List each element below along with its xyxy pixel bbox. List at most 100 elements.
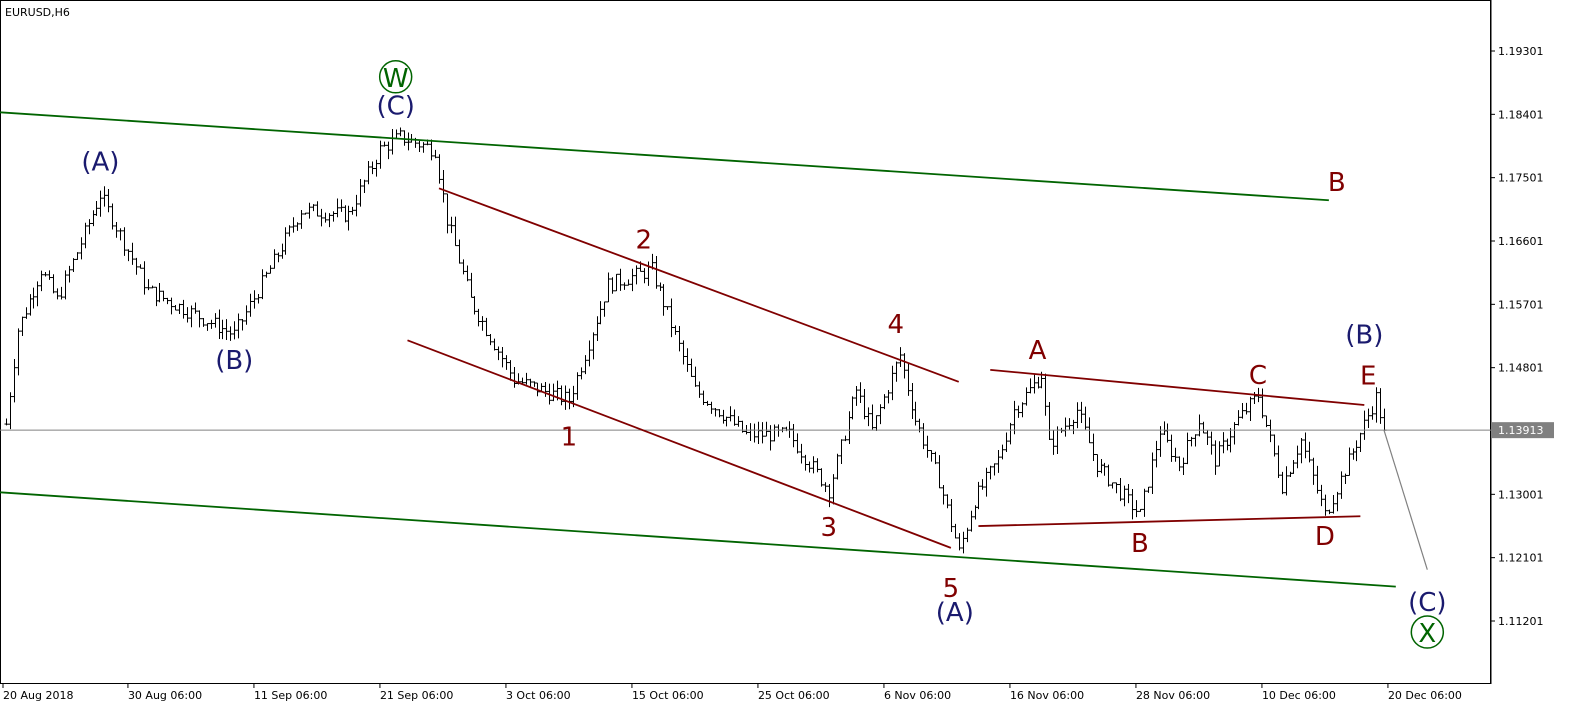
price-bar <box>1354 440 1359 462</box>
price-bar <box>122 227 127 256</box>
price-bar <box>114 222 119 238</box>
price-bar <box>437 154 442 184</box>
price-bar <box>240 319 245 331</box>
price-bar <box>949 498 954 533</box>
price-bar <box>996 450 1001 473</box>
price-bar <box>1193 434 1198 447</box>
price-bar <box>31 287 36 309</box>
price-bar <box>169 297 174 315</box>
wave-circle <box>378 60 413 94</box>
wave-label: A <box>1029 336 1047 366</box>
wave-label: B <box>1131 529 1149 559</box>
price-bar <box>287 225 292 237</box>
price-bar <box>1221 432 1226 454</box>
price-bar <box>709 401 714 414</box>
y-tick-label: 1.12101 <box>1498 552 1544 565</box>
price-bar <box>965 527 970 543</box>
price-bar <box>902 353 907 379</box>
wave-label: X <box>1418 619 1436 649</box>
price-bar <box>1063 417 1068 437</box>
x-tick-label: 20 Dec 06:00 <box>1388 689 1462 702</box>
price-bar <box>1201 421 1206 434</box>
price-bar <box>1217 441 1222 467</box>
price-bar <box>283 227 288 255</box>
price-bar <box>1370 406 1375 420</box>
price-bar <box>1209 431 1214 455</box>
price-bar <box>323 212 328 223</box>
price-bar <box>236 313 241 339</box>
chart-title: EURUSD,H6 <box>5 6 70 19</box>
price-bar <box>713 408 718 417</box>
price-bar <box>16 328 21 376</box>
price-bar <box>244 305 249 325</box>
trendline-impulse-lower <box>407 339 952 549</box>
price-bar <box>189 305 194 328</box>
price-bar <box>472 296 477 315</box>
price-bar <box>764 421 769 437</box>
price-bar <box>264 271 269 278</box>
price-bar <box>957 533 962 551</box>
price-bar <box>1315 465 1320 494</box>
price-bar <box>402 130 407 146</box>
x-tick-label: 10 Dec 06:00 <box>1262 689 1336 702</box>
price-bar <box>882 394 887 410</box>
price-bar <box>1347 447 1352 476</box>
price-bar <box>1260 388 1265 419</box>
price-bar <box>1016 405 1021 418</box>
price-bar <box>591 332 596 360</box>
price-bar <box>374 159 379 177</box>
price-bar <box>197 310 202 328</box>
y-tick-label: 1.19301 <box>1498 45 1544 58</box>
price-bar <box>205 323 210 331</box>
price-bar <box>35 281 40 307</box>
price-bar <box>1020 402 1025 418</box>
price-bar <box>1197 414 1202 437</box>
price-bar <box>626 279 631 286</box>
price-bar <box>1181 457 1186 475</box>
price-bar <box>161 290 166 302</box>
price-bar <box>228 326 233 341</box>
y-tick-label: 1.16601 <box>1498 235 1544 248</box>
x-tick-label: 20 Aug 2018 <box>3 689 73 702</box>
price-bar <box>126 249 131 262</box>
price-bar <box>1008 422 1013 445</box>
price-bar <box>827 483 832 508</box>
price-bar <box>854 386 859 406</box>
price-bar <box>1122 485 1127 507</box>
x-tick-label: 25 Oct 06:00 <box>758 689 830 702</box>
price-bar <box>433 149 438 159</box>
x-tick-label: 15 Oct 06:00 <box>632 689 704 702</box>
price-bar <box>47 270 52 280</box>
price-bar <box>795 433 800 454</box>
price-bar <box>969 510 974 532</box>
price-bar <box>1051 430 1056 455</box>
price-bar <box>689 358 694 377</box>
price-bar <box>1142 488 1147 517</box>
price-bar <box>673 325 678 335</box>
price-bar <box>976 481 981 510</box>
price-bar <box>579 367 584 380</box>
price-bar <box>843 435 848 442</box>
price-bar <box>587 340 592 367</box>
price-bar <box>1083 406 1088 430</box>
plot-frame <box>0 0 1491 684</box>
price-bar <box>1114 482 1119 494</box>
wave-label: C <box>1249 361 1267 391</box>
price-bar <box>303 212 308 215</box>
y-tick-label: 1.17501 <box>1498 172 1544 185</box>
price-bar <box>665 306 670 310</box>
price-bar <box>811 456 816 474</box>
price-axis: 1.19301 1.18401 1.17501 1.16601 1.15701 1.148… <box>1491 45 1554 628</box>
price-bar <box>276 252 281 263</box>
wave-label: B <box>1328 168 1346 198</box>
x-tick-label: 6 Nov 06:00 <box>884 689 951 702</box>
price-bar <box>1303 432 1308 459</box>
price-bar <box>1264 415 1269 428</box>
price-bar <box>992 463 997 476</box>
price-bar <box>894 361 899 382</box>
price-bar <box>1165 423 1170 443</box>
price-bar <box>1004 432 1009 452</box>
price-bar <box>508 360 513 381</box>
wave-label: (A) <box>81 148 119 178</box>
